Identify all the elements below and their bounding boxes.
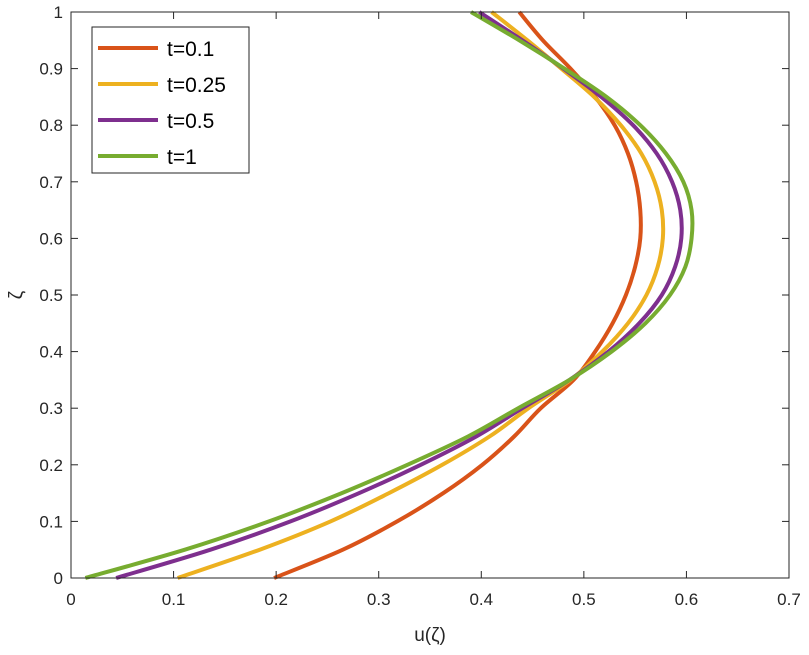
y-tick-label: 0.5 xyxy=(39,286,63,305)
series-line-3 xyxy=(115,10,684,580)
legend-label-1: t=0.1 xyxy=(167,38,214,61)
x-tick-label: 0 xyxy=(66,590,75,609)
y-tick-label: 0.3 xyxy=(39,399,63,418)
series-line-2 xyxy=(177,10,666,580)
x-tick-label: 0.1 xyxy=(162,590,186,609)
y-tick-label: 0.8 xyxy=(39,116,63,135)
x-tick-label: 0.4 xyxy=(469,590,493,609)
legend-label-3: t=0.5 xyxy=(167,110,214,133)
x-axis-label: u(ζ) xyxy=(414,625,446,646)
x-tick-label: 0.7 xyxy=(777,590,801,609)
x-tick-label: 0.2 xyxy=(264,590,288,609)
ticks-layer: 0 0.1 0.2 0.3 0.4 0.5 0.6 0.7 0 0.1 0.2 0.3 0.4 0.5 0.… xyxy=(39,3,800,609)
legend-box xyxy=(91,26,250,174)
y-tick-label: 0 xyxy=(54,569,63,588)
x-tick-label: 0.6 xyxy=(675,590,699,609)
y-axis-label: ζ xyxy=(6,290,27,299)
y-tick-label: 0.2 xyxy=(39,456,63,475)
x-tick-label: 0.3 xyxy=(367,590,391,609)
y-tick-label: 1 xyxy=(54,3,63,22)
legend-label-4: t=1 xyxy=(167,146,197,169)
series-line-4 xyxy=(84,10,695,580)
y-tick-label: 0.4 xyxy=(39,343,63,362)
y-tick-label: 0.7 xyxy=(39,173,63,192)
y-tick-label: 0.1 xyxy=(39,512,63,531)
legend: t=0.1 t=0.25 t=0.5 t=1 xyxy=(91,26,250,174)
series-layer xyxy=(84,10,695,580)
y-tick-label: 0.6 xyxy=(39,229,63,248)
y-tick-label: 0.9 xyxy=(39,60,63,79)
legend-label-2: t=0.25 xyxy=(167,74,226,97)
x-tick-label: 0.5 xyxy=(572,590,596,609)
